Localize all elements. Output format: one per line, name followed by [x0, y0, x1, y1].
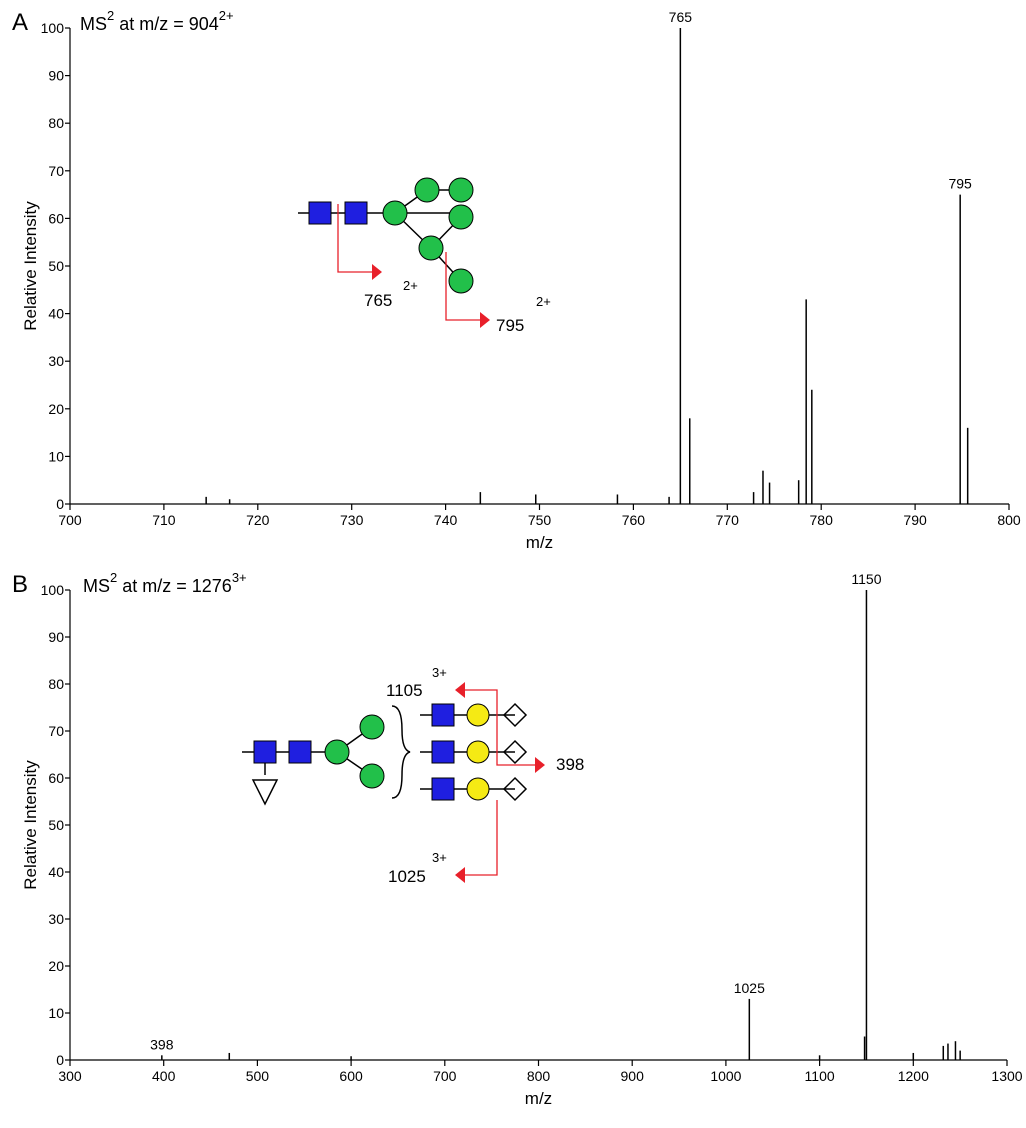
x-tick-label: 750	[528, 512, 552, 528]
y-tick-label: 30	[48, 353, 64, 369]
x-tick-label: 1000	[710, 1068, 741, 1084]
title-superscript: 2+	[219, 8, 234, 23]
peak-label: 398	[150, 1036, 174, 1052]
title-text: MS	[83, 576, 110, 596]
chart-title: MS2 at m/z = 9042+	[80, 8, 234, 34]
y-tick-label: 0	[56, 496, 64, 512]
fragment-label: 765	[364, 291, 392, 310]
chart-title: MS2 at m/z = 12763+	[83, 570, 247, 596]
y-tick-label: 100	[41, 20, 65, 36]
y-tick-label: 90	[48, 629, 64, 645]
x-tick-label: 730	[340, 512, 364, 528]
fragment-charge: 3+	[432, 665, 447, 680]
x-tick-label: 740	[434, 512, 458, 528]
x-tick-label: 1100	[805, 1068, 835, 1084]
x-tick-label: 400	[152, 1068, 176, 1084]
peak-label: 1025	[734, 980, 765, 996]
glycan-structure-a	[298, 177, 474, 294]
x-tick-label: 790	[903, 512, 927, 528]
fragment-arrows-a	[337, 204, 490, 328]
peak-label: 765	[669, 9, 693, 25]
x-tick-label: 770	[716, 512, 740, 528]
y-tick-label: 100	[41, 582, 65, 598]
x-tick-label: 800	[527, 1068, 551, 1084]
x-tick-label: 700	[58, 512, 82, 528]
fragment-charge: 3+	[432, 850, 447, 865]
y-tick-label: 70	[48, 163, 64, 179]
glycan-structure-b	[242, 702, 528, 806]
panel-letter: A	[12, 9, 28, 36]
y-tick-label: 60	[48, 770, 64, 786]
y-tick-label: 50	[48, 817, 64, 833]
title-text: MS	[80, 14, 107, 34]
x-tick-label: 300	[58, 1068, 82, 1084]
fragment-arrows-b	[455, 682, 545, 883]
fragment-charge: 2+	[403, 278, 418, 293]
y-tick-label: 90	[48, 68, 64, 84]
y-tick-label: 80	[48, 676, 64, 692]
y-axis-label: Relative Intensity	[21, 201, 40, 331]
title-text: at m/z = 1276	[117, 576, 232, 596]
x-tick-label: 710	[152, 512, 176, 528]
y-tick-label: 10	[48, 448, 64, 464]
x-tick-label: 780	[810, 512, 834, 528]
x-tick-label: 800	[997, 512, 1021, 528]
peak-label: 1150	[851, 571, 881, 587]
y-tick-label: 0	[56, 1052, 64, 1068]
y-axis-label: Relative Intensity	[21, 760, 40, 890]
x-tick-label: 600	[339, 1068, 363, 1084]
fragment-label: 398	[556, 755, 584, 774]
y-tick-label: 20	[48, 958, 64, 974]
title-superscript: 3+	[232, 570, 247, 585]
title-superscript: 2	[107, 8, 114, 23]
title-text: at m/z = 904	[114, 14, 219, 34]
y-tick-label: 70	[48, 723, 64, 739]
title-superscript: 2	[110, 570, 117, 585]
y-tick-label: 50	[48, 258, 64, 274]
fragment-label: 1105	[386, 681, 423, 700]
x-tick-label: 500	[246, 1068, 270, 1084]
panel-letter: B	[12, 571, 28, 598]
y-tick-label: 60	[48, 210, 64, 226]
fragment-label: 1025	[388, 867, 426, 886]
y-tick-label: 20	[48, 401, 64, 417]
fragment-charge: 2+	[536, 294, 551, 309]
y-tick-label: 80	[48, 115, 64, 131]
x-axis-label: m/z	[525, 1089, 552, 1108]
x-tick-label: 900	[621, 1068, 645, 1084]
peak-label: 795	[948, 176, 972, 192]
x-tick-label: 1200	[898, 1068, 929, 1084]
x-tick-label: 700	[433, 1068, 457, 1084]
fragment-label: 795	[496, 316, 524, 335]
x-axis-label: m/z	[526, 533, 553, 552]
x-tick-label: 720	[246, 512, 270, 528]
y-tick-label: 40	[48, 306, 64, 322]
x-tick-label: 1300	[991, 1068, 1022, 1084]
y-tick-label: 40	[48, 864, 64, 880]
y-tick-label: 30	[48, 911, 64, 927]
x-tick-label: 760	[622, 512, 646, 528]
y-tick-label: 10	[48, 1005, 64, 1021]
